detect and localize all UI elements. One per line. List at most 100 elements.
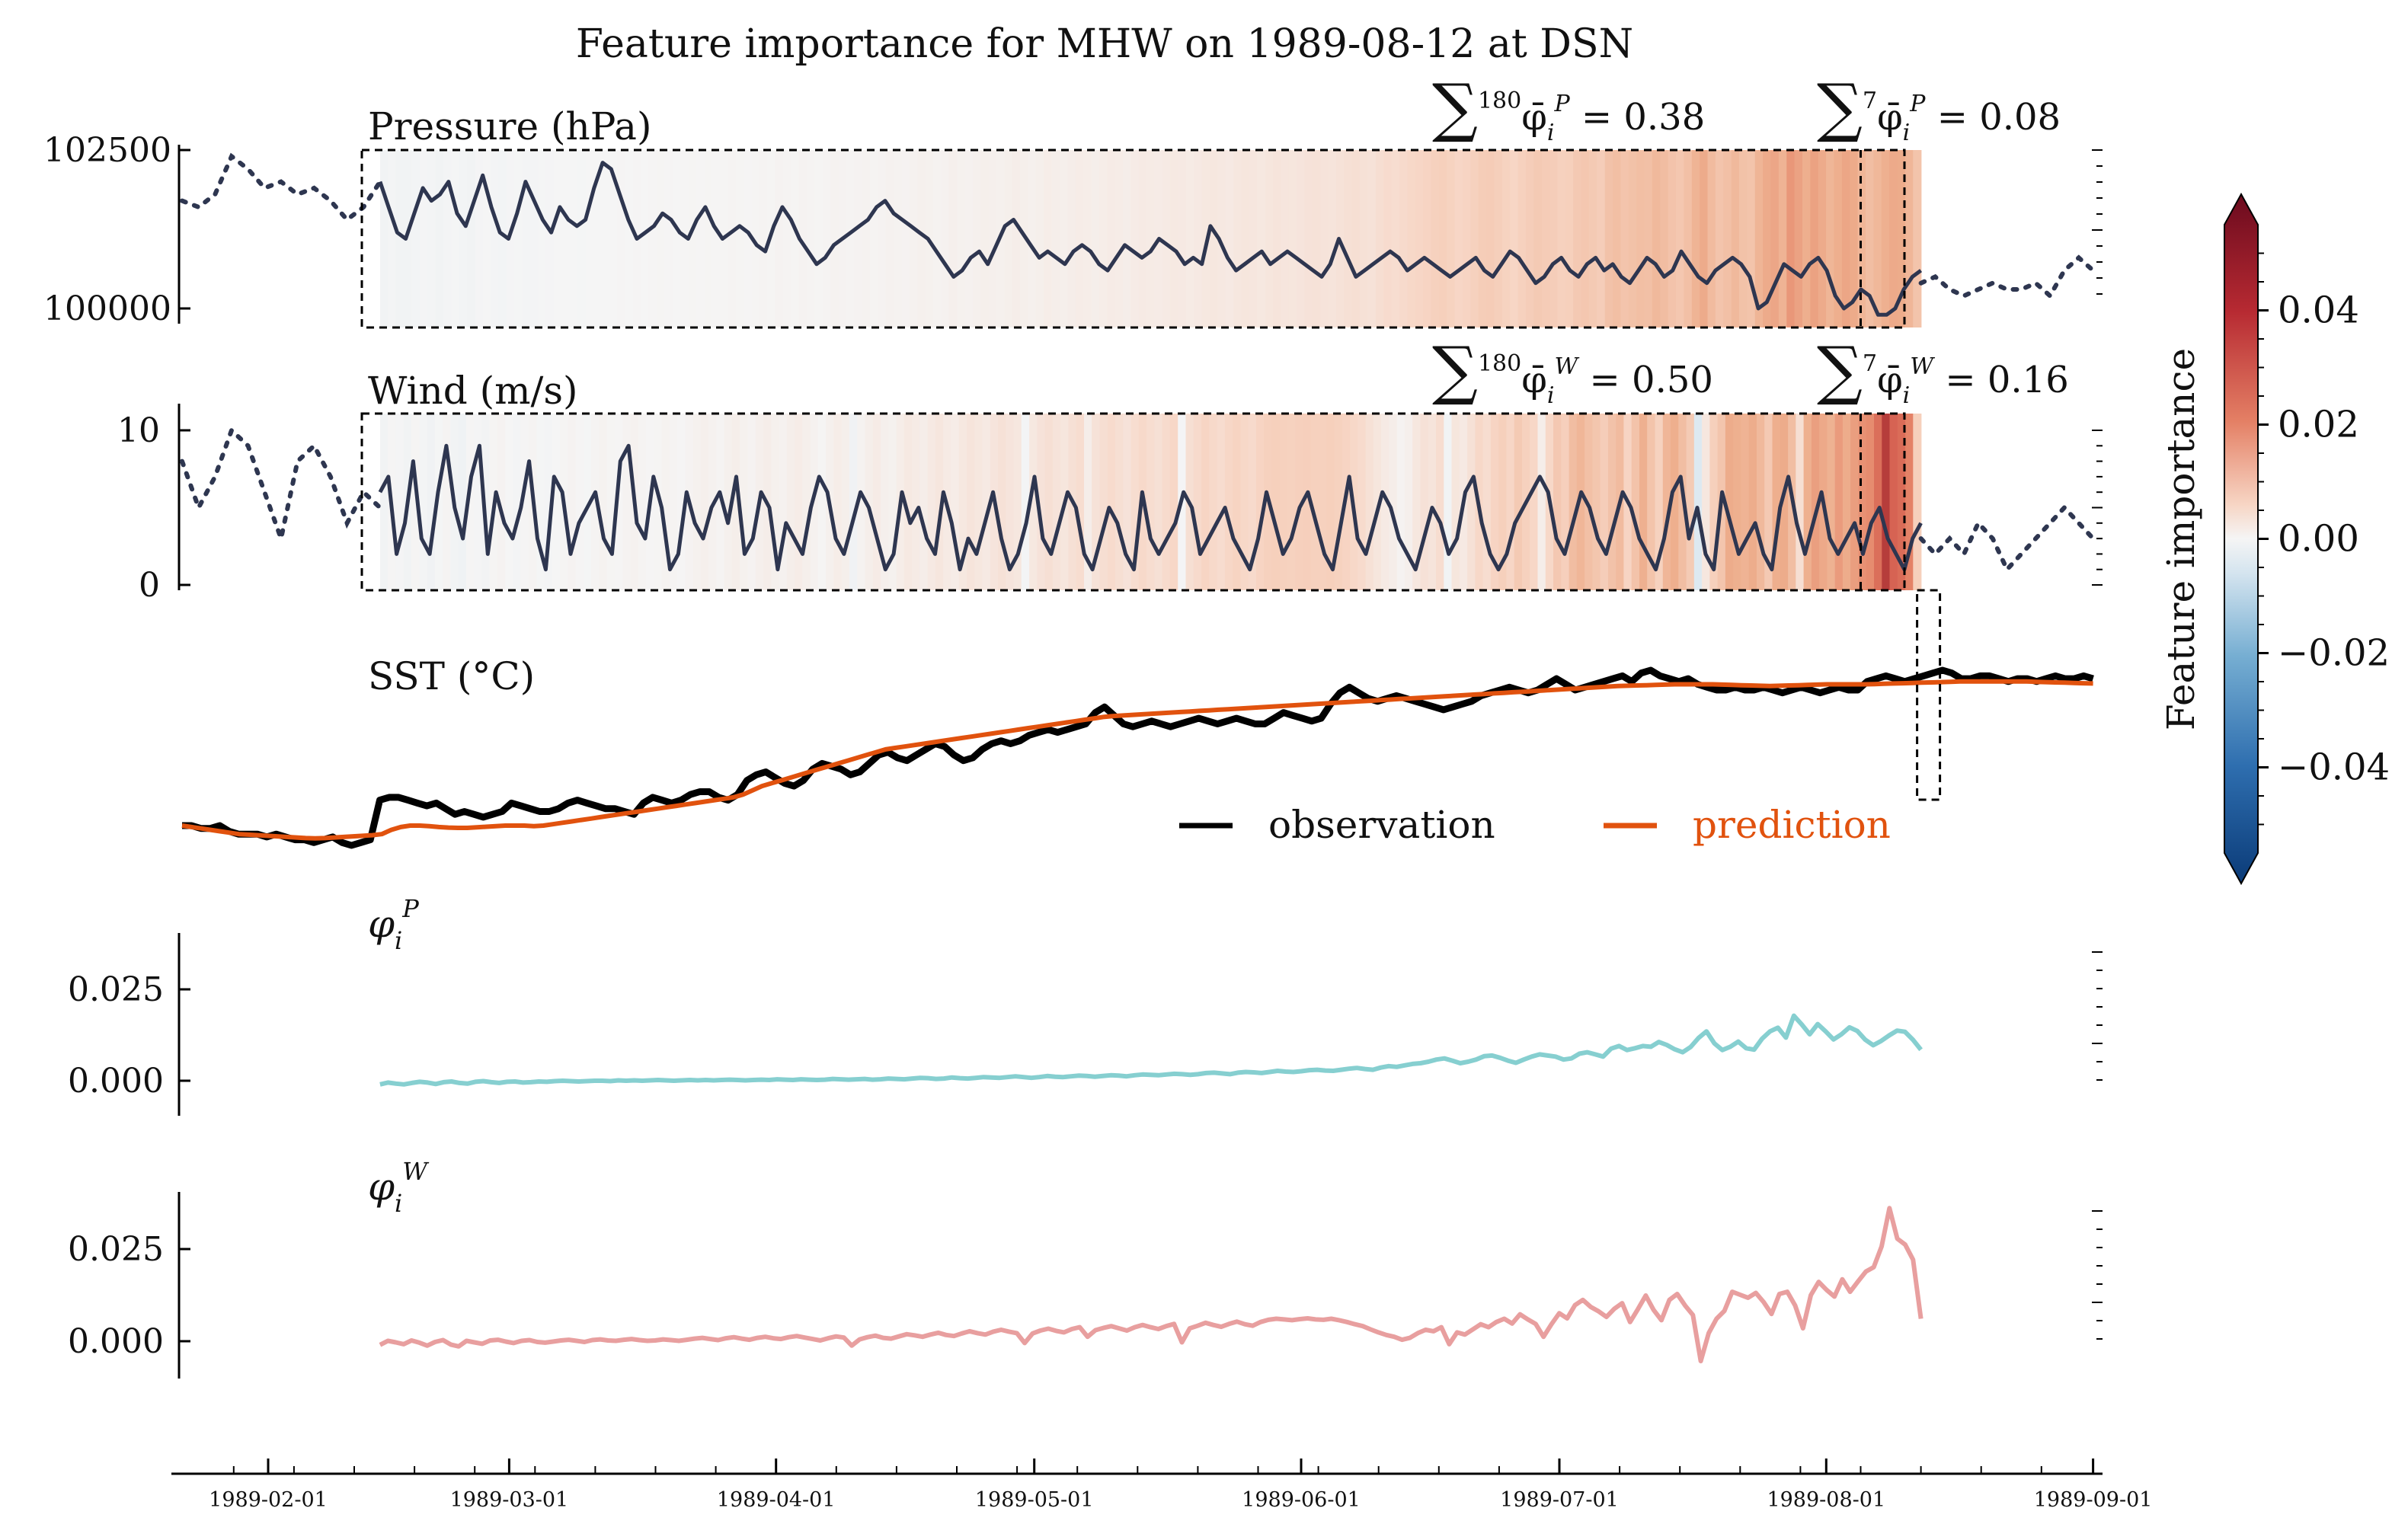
pressure-heat-cell — [1881, 150, 1890, 327]
pressure-heat-cell — [1249, 150, 1258, 327]
wind-heat-cell — [912, 414, 921, 590]
wind-heat-cell — [1858, 414, 1867, 590]
sst-observation-line — [182, 666, 2094, 849]
wind-heat-cell — [1764, 414, 1773, 590]
wind-context-before-line — [180, 426, 382, 548]
wind-heat-cell — [817, 414, 827, 590]
wind-heat-cell — [1099, 414, 1108, 590]
wind-heat-cell — [1287, 414, 1296, 590]
wind-heat-cell — [1154, 414, 1163, 590]
phi-wind-panel: 0.025 0.000 φiW — [68, 1157, 2103, 1379]
colorbar-tick-label: 0.00 — [2278, 518, 2359, 561]
chart-title: Feature importance for MHW on 1989-08-12… — [576, 21, 1633, 67]
pressure-heat-cell — [1857, 150, 1866, 327]
pressure-heat-cell — [498, 150, 507, 327]
wind-heat-cell — [700, 414, 709, 590]
wind-heat-cell — [1655, 414, 1664, 590]
wind-heat-cell — [1905, 414, 1914, 590]
wind-heat-cell — [1725, 414, 1734, 590]
wind-heat-cell — [1444, 414, 1453, 590]
pressure-sum-180-annotation: ∑180φ̄iP = 0.38 — [1432, 70, 1705, 146]
wind-line — [378, 443, 1923, 572]
wind-heat-cell — [919, 414, 929, 590]
pressure-heat-cell — [530, 150, 539, 327]
wind-heat-cell — [1169, 414, 1178, 590]
wind-heat-cell — [1709, 414, 1719, 590]
wind-heat-cell — [1592, 414, 1601, 590]
wind-heat-cell — [1569, 414, 1578, 590]
wind-heat-cell — [1803, 414, 1812, 590]
pressure-importance-heatmap — [379, 150, 1922, 327]
wind-heat-cell — [1561, 414, 1570, 590]
pressure-heat-cell — [475, 150, 484, 327]
wind-heat-cell — [1357, 414, 1367, 590]
pressure-heat-cell — [1826, 150, 1835, 327]
wind-heat-cell — [1365, 414, 1374, 590]
wind-heat-cell — [1319, 414, 1328, 590]
wind-heat-cell — [505, 414, 514, 590]
legend-prediction-label: prediction — [1693, 803, 1891, 847]
wind-heat-cell — [1279, 414, 1288, 590]
pressure-heat-cell — [1288, 150, 1297, 327]
wind-heat-cell — [669, 414, 678, 590]
wind-heat-cell — [967, 414, 976, 590]
pressure-heat-cell — [1565, 150, 1574, 327]
wind-heat-cell — [1436, 414, 1445, 590]
pressure-heat-cell — [656, 150, 666, 327]
wind-heat-cell — [795, 414, 804, 590]
sst-prediction-line — [181, 679, 2093, 841]
pressure-heat-cell — [1130, 150, 1140, 327]
pressure-heat-cell — [1588, 150, 1598, 327]
wind-heat-cell — [740, 414, 749, 590]
wind-heat-cell — [1326, 414, 1335, 590]
pressure-heat-cell — [1107, 150, 1116, 327]
wind-heat-cell — [379, 414, 389, 590]
sst-panel: SST (°C) observation prediction — [181, 589, 2094, 849]
wind-importance-heatmap — [379, 414, 1922, 590]
wind-heat-cell — [1420, 414, 1429, 590]
pressure-heat-cell — [1304, 150, 1313, 327]
pressure-heat-cell — [1549, 150, 1559, 327]
wind-heat-cell — [1224, 414, 1233, 590]
pressure-heat-cell — [1510, 150, 1519, 327]
pressure-heat-cell — [1597, 150, 1606, 327]
pressure-heat-cell — [443, 150, 452, 327]
wind-heat-cell — [1107, 414, 1116, 590]
pressure-heat-cell — [1367, 150, 1377, 327]
wind-heat-cell — [849, 414, 859, 590]
pressure-heat-cell — [948, 150, 958, 327]
pressure-heat-cell — [1265, 150, 1274, 327]
wind-heat-cell — [1428, 414, 1437, 590]
phi-wind-line — [379, 1206, 1924, 1364]
wind-heat-cell — [1741, 414, 1750, 590]
pressure-heat-cell — [1351, 150, 1361, 327]
pressure-heat-cell — [870, 150, 879, 327]
pressure-heat-cell — [862, 150, 871, 327]
pressure-heat-cell — [1028, 150, 1037, 327]
pressure-heat-cell — [577, 150, 587, 327]
wind-heat-cell — [724, 414, 733, 590]
wind-heat-cell — [1130, 414, 1140, 590]
wind-heat-cell — [497, 414, 506, 590]
pressure-heat-cell — [1904, 150, 1914, 327]
wind-heat-cell — [465, 414, 475, 590]
colorbar-tick-label: −0.04 — [2278, 746, 2390, 789]
pressure-label: Pressure (hPa) — [368, 104, 651, 149]
pressure-heat-cell — [617, 150, 626, 327]
date-tick-label: 1989-06-01 — [1242, 1488, 1361, 1512]
pressure-heat-cell — [807, 150, 816, 327]
wind-heat-cell — [575, 414, 584, 590]
pressure-heat-cell — [1517, 150, 1527, 327]
pressure-heat-cell — [1652, 150, 1661, 327]
pressure-heat-cell — [1778, 150, 1788, 327]
wind-heat-cell — [1693, 414, 1703, 590]
pressure-heat-cell — [1217, 150, 1226, 327]
wind-heat-cell — [1146, 414, 1156, 590]
phi-pressure-line — [379, 1013, 1923, 1087]
pressure-heat-cell — [1170, 150, 1179, 327]
pressure-heat-cell — [379, 150, 389, 327]
pressure-heat-cell — [625, 150, 634, 327]
wind-heat-cell — [998, 414, 1007, 590]
pressure-heat-cell — [846, 150, 855, 327]
wind-heat-cell — [958, 414, 967, 590]
